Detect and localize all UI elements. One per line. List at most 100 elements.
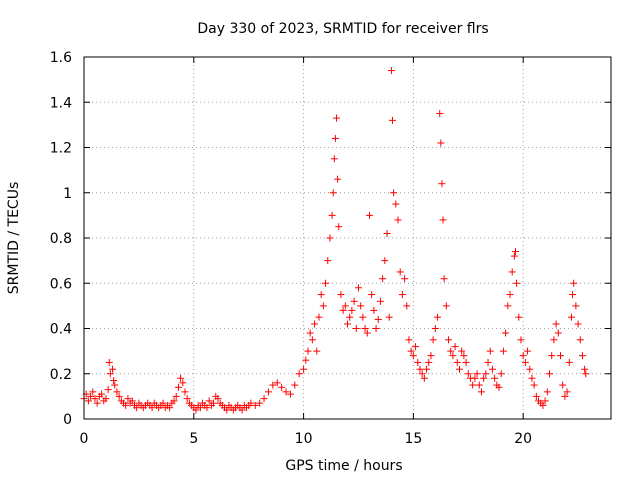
data-point: [398, 291, 406, 299]
data-point: [210, 399, 218, 407]
data-point: [437, 139, 445, 147]
data-point: [337, 291, 345, 299]
data-point: [475, 381, 483, 389]
data-point: [348, 306, 356, 314]
data-point: [436, 110, 444, 118]
data-point: [196, 404, 204, 412]
x-tick-label: 5: [189, 431, 198, 447]
data-point: [105, 358, 113, 366]
data-point: [291, 381, 299, 389]
data-point: [582, 370, 590, 378]
data-point: [572, 302, 580, 310]
data-point: [502, 329, 510, 337]
data-point: [447, 347, 455, 355]
y-tick-label: 0: [63, 412, 72, 428]
data-point: [442, 302, 450, 310]
data-point: [251, 401, 259, 409]
data-point: [273, 379, 281, 387]
data-point: [517, 336, 525, 344]
data-point: [570, 279, 578, 287]
data-point: [510, 252, 518, 260]
y-axis-label: SRMTID / TECUs: [6, 182, 22, 295]
data-point: [354, 284, 362, 292]
data-point: [530, 381, 538, 389]
y-tick-label: 1.6: [50, 50, 72, 66]
data-point: [418, 370, 426, 378]
data-point: [111, 381, 119, 389]
data-point: [554, 329, 562, 337]
data-point: [324, 257, 332, 265]
data-point: [569, 291, 577, 299]
data-point: [576, 336, 584, 344]
data-point: [425, 358, 433, 366]
x-tick-label: 20: [514, 431, 532, 447]
data-point: [333, 114, 341, 122]
data-point: [559, 381, 567, 389]
data-point: [449, 352, 457, 360]
data-point: [438, 180, 446, 188]
data-point: [370, 306, 378, 314]
data-point: [295, 370, 303, 378]
data-point: [429, 336, 437, 344]
data-point: [104, 386, 112, 394]
data-point: [473, 370, 481, 378]
data-point: [308, 336, 316, 344]
data-point: [383, 229, 391, 237]
data-point: [389, 116, 397, 124]
data-point: [302, 356, 310, 364]
data-point: [526, 365, 534, 373]
data-point: [159, 399, 167, 407]
data-point: [192, 406, 200, 414]
data-point: [453, 358, 461, 366]
data-point: [563, 388, 571, 396]
data-point: [256, 399, 264, 407]
data-point: [122, 401, 130, 409]
data-point: [460, 352, 468, 360]
data-point: [539, 401, 547, 409]
data-point: [170, 397, 178, 405]
data-point: [331, 134, 339, 142]
data-point: [528, 374, 536, 382]
data-point: [484, 358, 492, 366]
data-point: [87, 392, 95, 400]
data-point: [440, 275, 448, 283]
data-point: [352, 325, 360, 332]
data-point: [84, 397, 92, 405]
data-point: [405, 336, 413, 344]
data-point: [223, 406, 231, 414]
data-point: [480, 374, 488, 382]
data-point: [109, 365, 117, 373]
data-point: [396, 268, 404, 276]
data-point: [546, 370, 554, 378]
data-point: [541, 397, 549, 405]
data-point: [329, 189, 337, 197]
data-point: [148, 404, 156, 412]
data-point: [464, 370, 472, 378]
data-point: [110, 377, 118, 385]
data-point: [238, 406, 246, 414]
data-point: [374, 315, 382, 323]
data-point: [486, 347, 494, 355]
y-tick-label: 1.4: [50, 95, 72, 111]
data-point: [128, 397, 136, 405]
data-point: [205, 397, 213, 405]
data-point: [511, 248, 519, 256]
data-point: [300, 365, 308, 373]
data-point: [339, 306, 347, 314]
y-tick-label: 1.2: [50, 141, 72, 157]
data-point: [363, 329, 371, 337]
data-point: [183, 395, 191, 403]
data-point: [304, 347, 312, 355]
data-point: [306, 329, 314, 337]
x-tick-label: 0: [80, 431, 89, 447]
data-point: [469, 381, 477, 389]
data-point: [315, 313, 323, 321]
data-point: [341, 302, 349, 310]
data-point: [543, 388, 551, 396]
grid-layer: [84, 57, 611, 419]
data-point: [322, 279, 330, 287]
data-point: [278, 383, 286, 391]
data-point: [499, 347, 507, 355]
x-tick-label: 10: [295, 431, 313, 447]
data-point: [439, 216, 447, 224]
